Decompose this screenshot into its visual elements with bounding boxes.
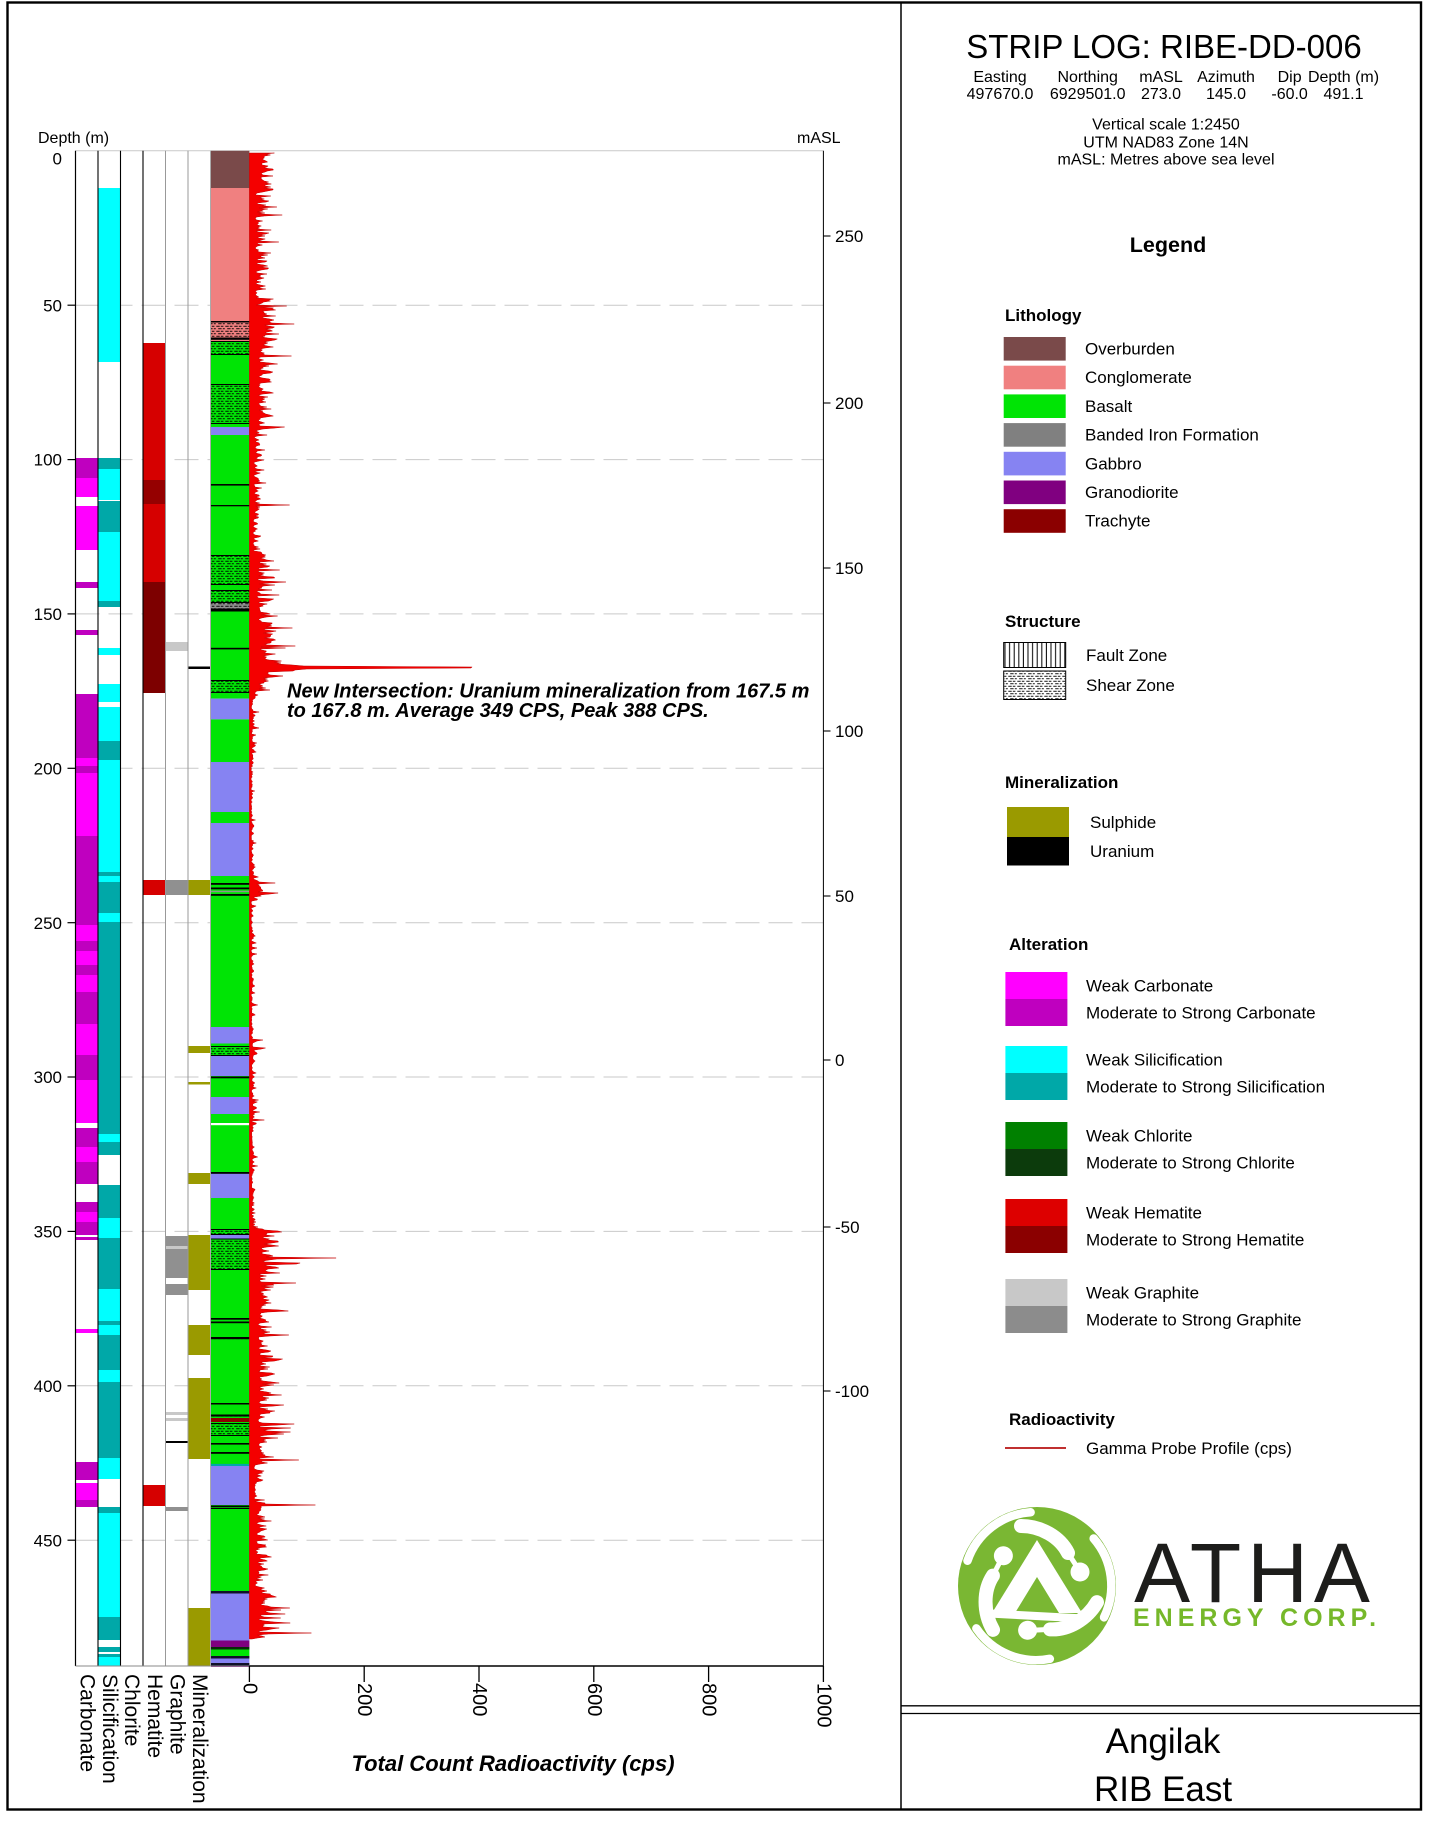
svg-text:Carbonate: Carbonate	[76, 1674, 99, 1772]
svg-text:Shear Zone: Shear Zone	[1086, 676, 1175, 695]
svg-text:Weak Carbonate: Weak Carbonate	[1086, 977, 1213, 996]
svg-text:Overburden: Overburden	[1085, 340, 1175, 359]
svg-text:-50: -50	[835, 1218, 860, 1237]
svg-text:400: 400	[34, 1377, 62, 1396]
svg-text:Gamma Probe Profile (cps): Gamma Probe Profile (cps)	[1086, 1439, 1292, 1458]
svg-text:to 167.8 m. Average 349 CPS, P: to 167.8 m. Average 349 CPS, Peak 388 CP…	[287, 700, 709, 722]
svg-text:Granodiorite: Granodiorite	[1085, 483, 1179, 502]
svg-text:Mineralization: Mineralization	[1005, 773, 1118, 792]
svg-text:0: 0	[53, 150, 62, 169]
svg-text:150: 150	[835, 559, 863, 578]
svg-text:Moderate to Strong Silicificat: Moderate to Strong Silicification	[1086, 1078, 1325, 1097]
svg-text:Chlorite: Chlorite	[120, 1674, 143, 1746]
svg-text:ENERGY CORP.: ENERGY CORP.	[1133, 1604, 1381, 1632]
svg-text:Azimuth: Azimuth	[1197, 69, 1255, 86]
svg-text:Weak Silicification: Weak Silicification	[1086, 1051, 1223, 1070]
svg-text:50: 50	[43, 296, 62, 315]
svg-text:Fault Zone: Fault Zone	[1086, 646, 1167, 665]
svg-text:ATHA: ATHA	[1134, 1526, 1376, 1620]
svg-text:Total Count Radioactivity (cps: Total Count Radioactivity (cps)	[351, 1751, 674, 1776]
svg-text:RIB East: RIB East	[1094, 1770, 1232, 1809]
svg-text:300: 300	[34, 1068, 62, 1087]
svg-text:0: 0	[238, 1683, 260, 1694]
svg-text:200: 200	[353, 1683, 375, 1716]
svg-text:-60.0: -60.0	[1271, 86, 1308, 103]
svg-text:Dip: Dip	[1278, 69, 1302, 86]
svg-text:Moderate to Strong Graphite: Moderate to Strong Graphite	[1086, 1311, 1301, 1330]
svg-text:Conglomerate: Conglomerate	[1085, 368, 1192, 387]
svg-text:Moderate to Strong Hematite: Moderate to Strong Hematite	[1086, 1231, 1304, 1250]
svg-text:STRIP LOG: RIBE-DD-006: STRIP LOG: RIBE-DD-006	[966, 28, 1362, 65]
svg-text:400: 400	[468, 1683, 490, 1716]
svg-text:Trachyte: Trachyte	[1085, 512, 1151, 531]
svg-text:Depth (m): Depth (m)	[1308, 69, 1379, 86]
svg-text:Lithology: Lithology	[1005, 306, 1082, 325]
svg-text:Mineralization: Mineralization	[188, 1674, 211, 1804]
svg-text:491.1: 491.1	[1323, 86, 1363, 103]
svg-text:145.0: 145.0	[1206, 86, 1246, 103]
svg-text:Hematite: Hematite	[143, 1674, 166, 1758]
svg-text:Weak Graphite: Weak Graphite	[1086, 1284, 1199, 1303]
svg-text:Graphite: Graphite	[166, 1674, 189, 1755]
svg-text:Moderate to Strong Carbonate: Moderate to Strong Carbonate	[1086, 1004, 1316, 1023]
svg-text:Moderate to Strong Chlorite: Moderate to Strong Chlorite	[1086, 1154, 1295, 1173]
svg-text:150: 150	[34, 605, 62, 624]
svg-text:Silicification: Silicification	[98, 1674, 121, 1784]
svg-text:100: 100	[34, 451, 62, 470]
svg-text:-100: -100	[835, 1382, 869, 1401]
svg-text:New Intersection: Uranium mine: New Intersection: Uranium mineralization…	[287, 681, 809, 703]
svg-text:250: 250	[34, 914, 62, 933]
svg-text:mASL: Metres above sea level: mASL: Metres above sea level	[1058, 152, 1275, 169]
svg-text:Radioactivity: Radioactivity	[1009, 1410, 1115, 1429]
svg-text:Alteration: Alteration	[1009, 935, 1088, 954]
svg-text:200: 200	[835, 394, 863, 413]
svg-text:Gabbro: Gabbro	[1085, 454, 1142, 473]
svg-text:600: 600	[583, 1683, 605, 1716]
svg-text:Uranium: Uranium	[1090, 842, 1154, 861]
svg-text:Easting: Easting	[973, 69, 1026, 86]
svg-text:Vertical scale 1:2450: Vertical scale 1:2450	[1092, 117, 1240, 134]
svg-text:Northing: Northing	[1057, 69, 1117, 86]
svg-text:Weak Chlorite: Weak Chlorite	[1086, 1127, 1192, 1146]
svg-text:Banded Iron Formation: Banded Iron Formation	[1085, 426, 1259, 445]
svg-text:Structure: Structure	[1005, 612, 1081, 631]
svg-text:Sulphide: Sulphide	[1090, 813, 1156, 832]
svg-text:1000: 1000	[812, 1683, 834, 1728]
svg-text:450: 450	[34, 1531, 62, 1550]
svg-text:Legend: Legend	[1130, 233, 1206, 257]
svg-text:Weak Hematite: Weak Hematite	[1086, 1204, 1202, 1223]
svg-text:UTM NAD83 Zone 14N: UTM NAD83 Zone 14N	[1083, 135, 1248, 152]
svg-text:6929501.0: 6929501.0	[1050, 86, 1126, 103]
svg-text:200: 200	[34, 759, 62, 778]
svg-text:800: 800	[698, 1683, 720, 1716]
svg-text:497670.0: 497670.0	[967, 86, 1034, 103]
svg-text:250: 250	[835, 227, 863, 246]
svg-text:Depth (m): Depth (m)	[38, 130, 109, 147]
svg-text:mASL: mASL	[1139, 69, 1183, 86]
svg-text:0: 0	[835, 1051, 844, 1070]
svg-text:Basalt: Basalt	[1085, 397, 1133, 416]
svg-text:273.0: 273.0	[1141, 86, 1181, 103]
svg-text:350: 350	[34, 1223, 62, 1242]
svg-text:Angilak: Angilak	[1106, 1722, 1221, 1761]
svg-text:100: 100	[835, 722, 863, 741]
svg-text:mASL: mASL	[797, 130, 841, 147]
svg-text:50: 50	[835, 887, 854, 906]
